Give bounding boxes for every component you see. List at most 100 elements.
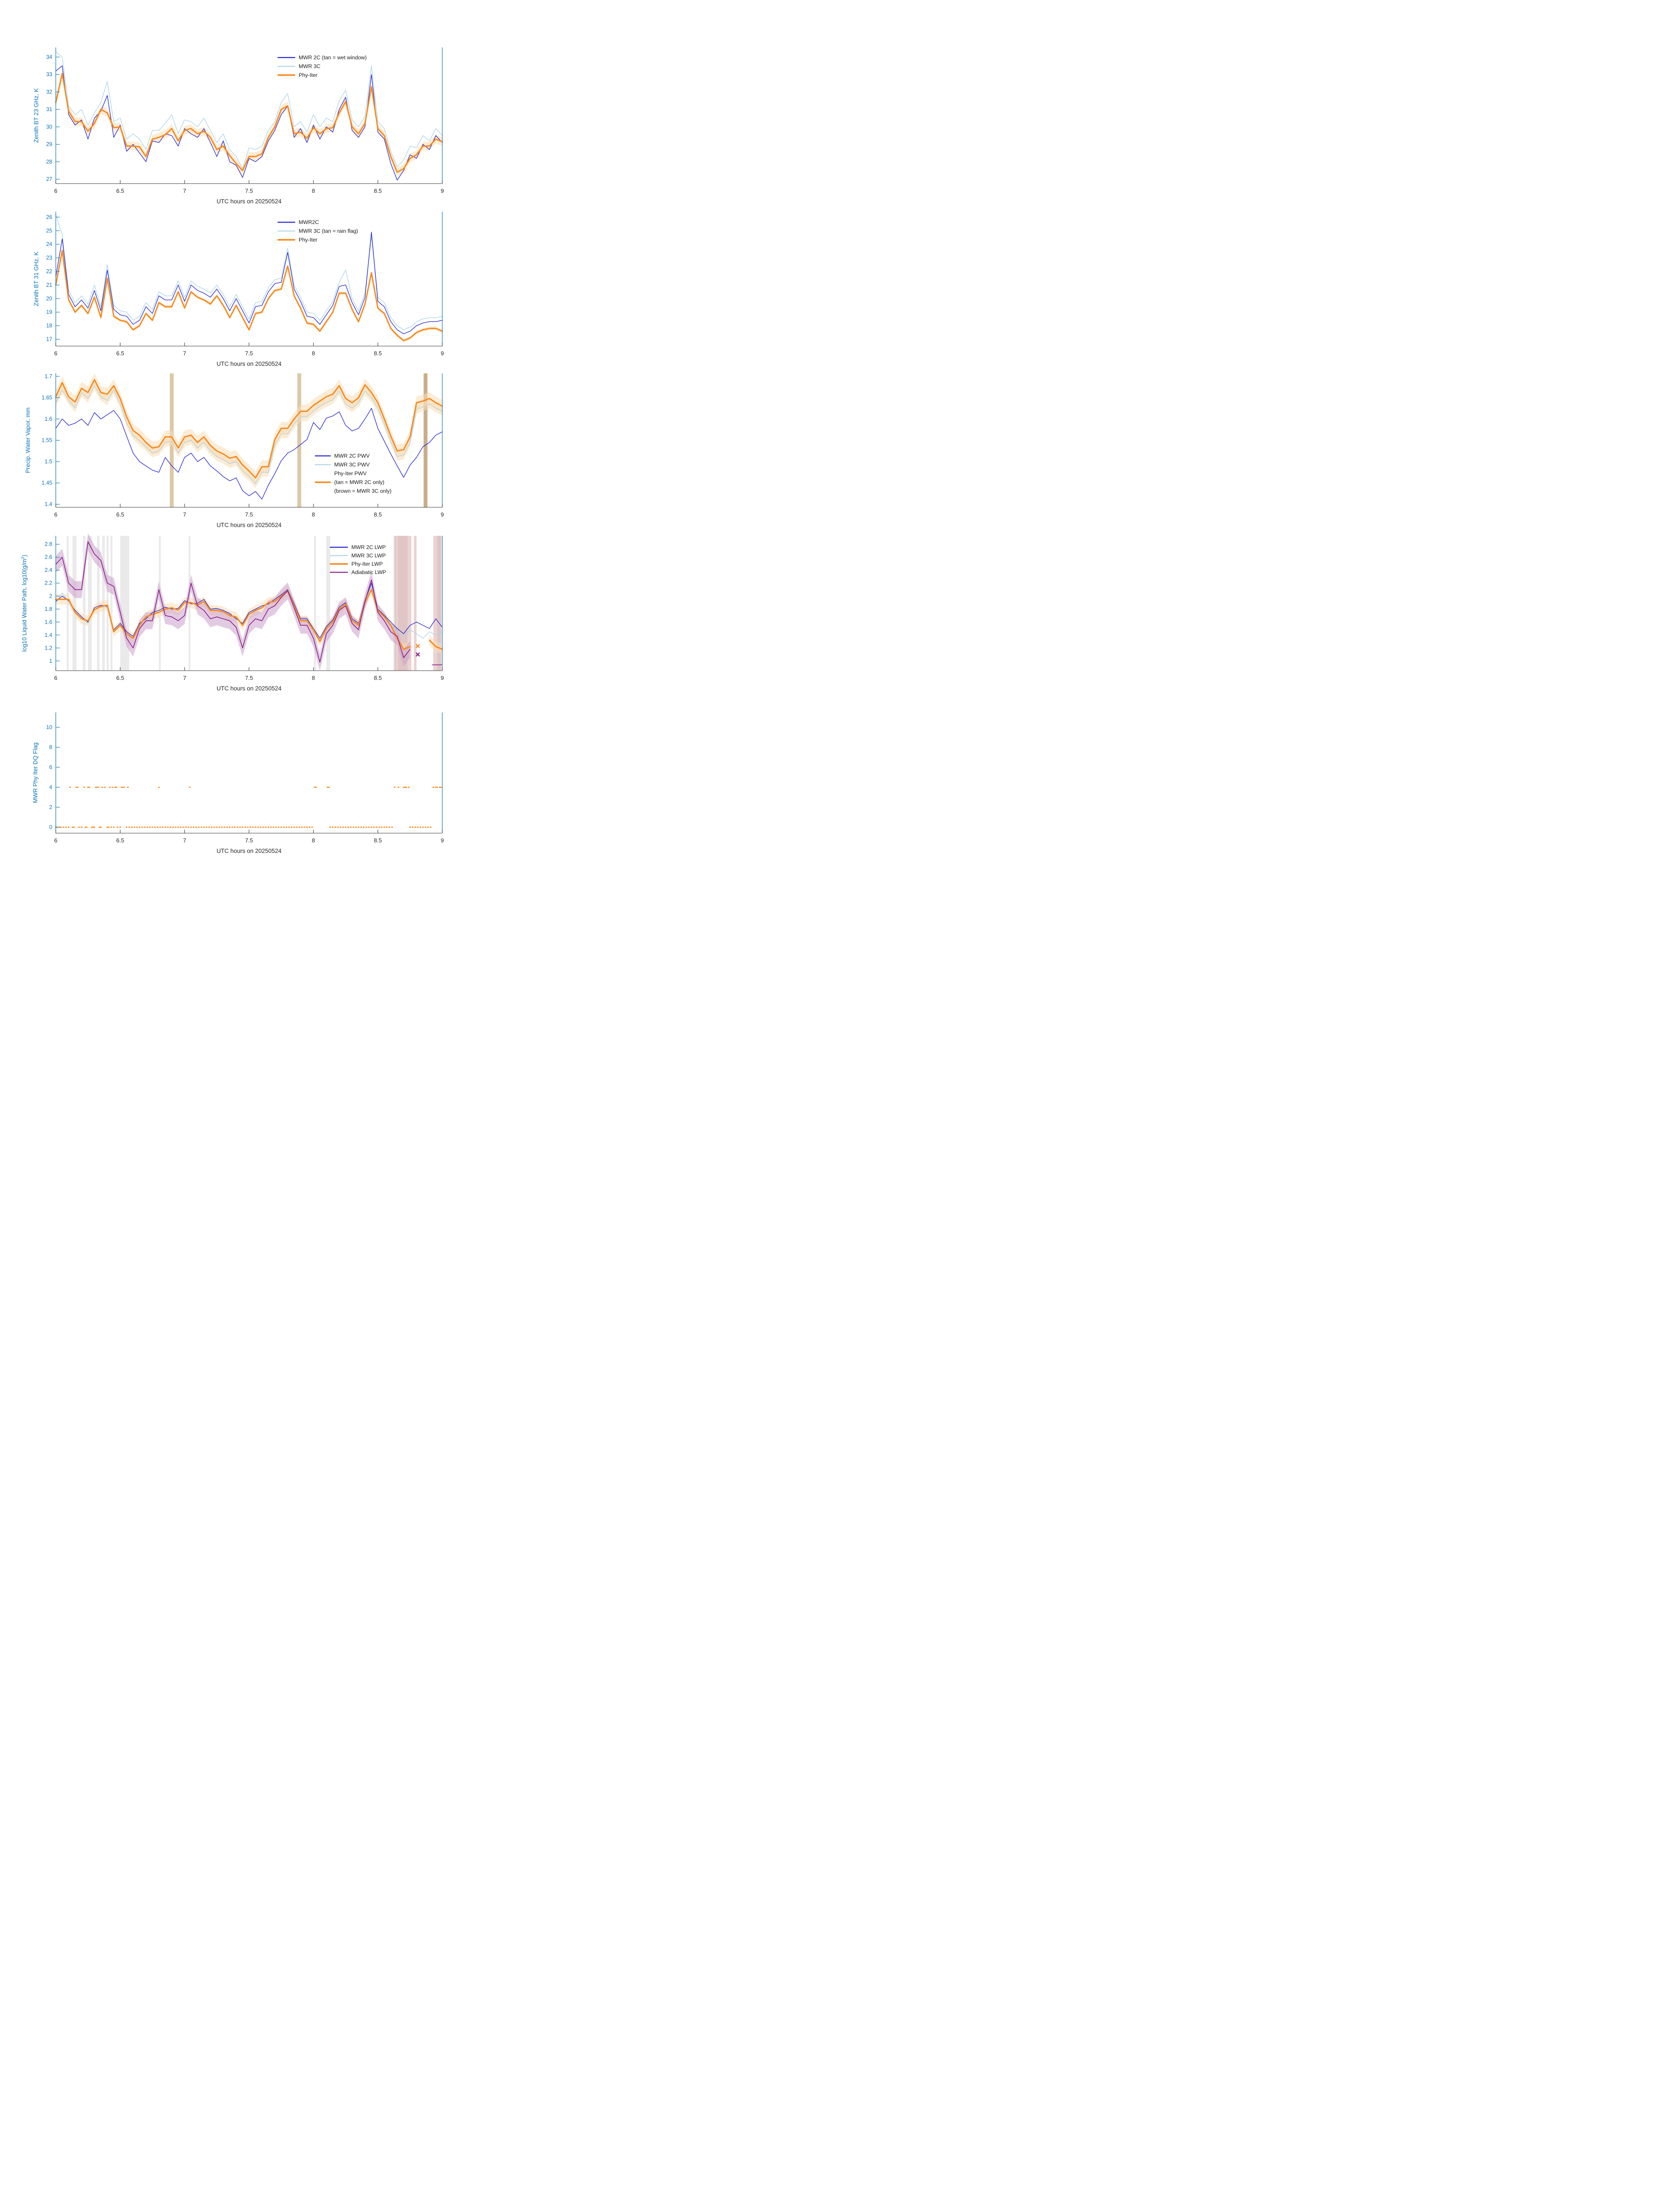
y-tick-label: 1.4 (45, 501, 52, 507)
flag-dot (154, 827, 156, 828)
flag-dot (337, 827, 339, 828)
flag-dot (210, 827, 213, 828)
x-tick-label: 6 (54, 511, 57, 518)
y-tick-label: 4 (49, 784, 52, 790)
flag-dot (83, 787, 85, 788)
x-tick-label: 6 (54, 675, 57, 681)
y-tick-label: 2.2 (45, 580, 52, 586)
y-tick-label: 1.45 (42, 480, 52, 486)
y-axis-title: MWR Phy Iter DQ Flag (32, 742, 39, 803)
flag-dot (93, 827, 96, 828)
flag-dot (98, 827, 101, 828)
flag-dot (391, 827, 393, 828)
flag-dot (228, 827, 231, 828)
y-axis-title: log10 Liquid Water Path, log10(g/m2) (21, 555, 28, 652)
flag-dot (189, 787, 191, 788)
legend-label: MWR2C (299, 219, 319, 225)
series-mwr-2c (55, 65, 443, 181)
y-tick-label: 19 (46, 309, 52, 315)
panel-bt23: 27 28 29 30 31 32 33 34 6 6.5 7 7.5 8 8.5 9 UTC hours o… (33, 47, 444, 205)
x-tick-label: 8.5 (374, 511, 382, 518)
flag-dot (231, 827, 234, 828)
highlight-band (433, 536, 441, 671)
flag-dot (376, 827, 378, 828)
flag-dot (123, 787, 125, 788)
flag-dot (298, 827, 300, 828)
flag-dot (427, 827, 429, 828)
flag-dot (131, 827, 133, 828)
flag-dot (414, 827, 416, 828)
flag-dot (114, 787, 116, 788)
flag-dot (109, 787, 111, 788)
y-tick-label: 1 (49, 658, 52, 664)
flag-dot (133, 827, 135, 828)
flag-dot (200, 827, 202, 828)
flag-dot (280, 827, 282, 828)
flag-dot (394, 787, 396, 788)
highlight-band (326, 536, 330, 671)
y-tick-label: 25 (46, 228, 52, 234)
flag-dot (334, 827, 336, 828)
flag-dot (430, 827, 432, 828)
flag-dot (363, 827, 365, 828)
x-tick-label: 8 (312, 675, 315, 681)
x-tick-label: 7 (183, 350, 186, 357)
flag-dot (386, 827, 388, 828)
series-phy-iter (55, 249, 443, 342)
flag-dot (350, 827, 352, 828)
y-tick-label: 33 (46, 72, 52, 78)
x-tick-label: 7 (183, 675, 186, 681)
legend-label: MWR 3C (tan = rain flag) (299, 228, 358, 234)
x-marker (415, 644, 420, 648)
x-marker (415, 652, 420, 657)
flag-dot (365, 827, 368, 828)
flag-dot (262, 827, 264, 828)
flag-dot (174, 827, 177, 828)
flag-dot (306, 827, 308, 828)
flag-dot (203, 827, 205, 828)
flag-dot (408, 787, 410, 788)
flag-dot (127, 787, 129, 788)
flag-dot (75, 787, 77, 788)
y-tick-label: 31 (46, 106, 52, 112)
flag-dot (86, 827, 88, 828)
series-adiabatic-lwp (55, 541, 411, 663)
highlight-band (423, 373, 428, 507)
x-tick-label: 6.5 (116, 511, 124, 518)
flag-dot (340, 827, 342, 828)
x-tick-label: 9 (441, 675, 444, 681)
legend-panel-bt31: MWR2C MWR 3C (tan = rain flag) Phy-Iter (278, 219, 358, 243)
x-tick-label: 8 (312, 837, 315, 844)
flag-dot (88, 787, 90, 788)
flag-dot (347, 827, 350, 828)
flag-dot (244, 827, 246, 828)
flag-dot (405, 787, 408, 788)
flag-dot (355, 827, 357, 828)
flag-dot (288, 827, 290, 828)
y-tick-label: 1.6 (45, 416, 52, 422)
flag-dot (185, 827, 187, 828)
flag-dot (358, 827, 360, 828)
flag-dot (190, 827, 192, 828)
flag-dot (314, 787, 316, 788)
x-tick-label: 8.5 (374, 675, 382, 681)
y-tick-label: 29 (46, 141, 52, 148)
x-tick-label: 8 (312, 188, 315, 194)
flag-dot (73, 827, 75, 828)
y-tick-label: 24 (46, 241, 52, 247)
y-tick-label: 2.4 (45, 567, 52, 573)
flag-dot (116, 827, 119, 828)
panel-pwv: 1.4 1.45 1.5 1.55 1.6 1.65 1.7 6 6.5 7 7.5 8 8.5 9 UTC… (25, 373, 444, 528)
flag-dot (120, 787, 123, 788)
flag-dot (311, 827, 313, 828)
y-tick-label: 1.5 (45, 459, 52, 465)
y-tick-label: 23 (46, 255, 52, 261)
legend-label: MWR 2C LWP (351, 544, 386, 550)
flag-dot (72, 827, 74, 828)
flag-dot (141, 827, 143, 828)
flag-dot (326, 787, 329, 788)
x-tick-label: 7 (183, 511, 186, 518)
flag-dot (236, 827, 238, 828)
flag-dot (332, 827, 334, 828)
flag-dot (177, 827, 179, 828)
